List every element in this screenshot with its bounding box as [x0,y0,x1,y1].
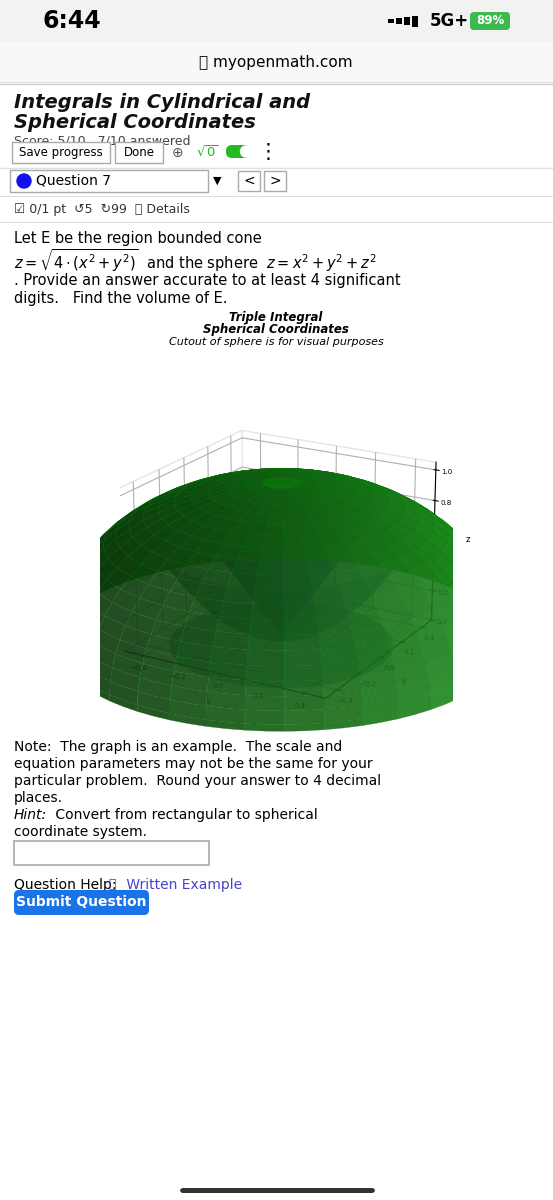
Text: Question 7: Question 7 [36,174,111,188]
Bar [14,841,209,865]
Bar [12,142,110,163]
Text: 🔒 myopenmath.com: 🔒 myopenmath.com [199,54,353,70]
Text: >: > [269,174,281,188]
Y-axis label: y: y [401,676,406,685]
Text: $\sqrt{0}$: $\sqrt{0}$ [196,145,218,160]
Bar [404,17,410,25]
Circle shape [241,146,252,157]
Text: places.: places. [14,791,63,805]
Text: ▼: ▼ [213,176,222,186]
Text: Convert from rectangular to spherical: Convert from rectangular to spherical [51,808,318,822]
Bar [238,170,260,191]
Text: Spherical Coordinates: Spherical Coordinates [203,324,349,336]
Text: coordinate system.: coordinate system. [14,826,147,839]
Bar [388,18,394,24]
Text: Let E be the region bounded cone: Let E be the region bounded cone [14,230,262,246]
Bar [10,170,208,192]
Text: ⋮: ⋮ [258,143,279,162]
Text: Triple Integral: Triple Integral [229,312,323,324]
Text: Submit Question: Submit Question [15,895,146,910]
FancyBboxPatch shape [180,1188,375,1193]
Bar [412,16,418,26]
Text: Note:  The graph is an example.  The scale and: Note: The graph is an example. The scale… [14,740,342,754]
Text: ☑ 0/1 pt  ↺5  ↻99  ⓘ Details: ☑ 0/1 pt ↺5 ↻99 ⓘ Details [14,204,190,216]
Text: 89%: 89% [476,14,504,28]
Text: Hint:: Hint: [14,808,47,822]
Text: 📄: 📄 [108,878,116,892]
Text: <: < [243,174,255,188]
Text: Integrals in Cylindrical and: Integrals in Cylindrical and [14,92,310,112]
Text: 6:44: 6:44 [43,8,101,32]
Text: Done: Done [123,146,154,158]
X-axis label: x: x [206,697,211,707]
Text: Spherical Coordinates: Spherical Coordinates [14,114,256,132]
Bar [396,18,401,24]
Text: Save progress: Save progress [19,146,103,158]
Bar [264,170,286,191]
Text: digits.   Find the volume of E.: digits. Find the volume of E. [14,292,227,306]
FancyBboxPatch shape [14,890,149,914]
Text: $z = \sqrt{4 \cdot (x^2 + y^2)}$  and the sphere  $z = x^2 + y^2 + z^2$: $z = \sqrt{4 \cdot (x^2 + y^2)}$ and the… [14,247,377,275]
FancyBboxPatch shape [470,12,510,30]
Text: Written Example: Written Example [122,878,242,892]
Text: ⊕: ⊕ [172,145,184,160]
Text: Cutout of sphere is for visual purposes: Cutout of sphere is for visual purposes [169,337,383,347]
Bar [0,42,553,82]
Text: Question Help:: Question Help: [14,878,121,892]
Text: equation parameters may not be the same for your: equation parameters may not be the same … [14,757,373,770]
Circle shape [17,174,31,188]
Text: particular problem.  Round your answer to 4 decimal: particular problem. Round your answer to… [14,774,381,788]
Text: 5G+: 5G+ [430,12,469,30]
Text: Score: 5/10   7/10 answered: Score: 5/10 7/10 answered [14,134,190,148]
FancyBboxPatch shape [226,145,250,158]
Bar [0,0,553,42]
Bar [115,142,163,163]
Text: . Provide an answer accurate to at least 4 significant: . Provide an answer accurate to at least… [14,274,400,288]
